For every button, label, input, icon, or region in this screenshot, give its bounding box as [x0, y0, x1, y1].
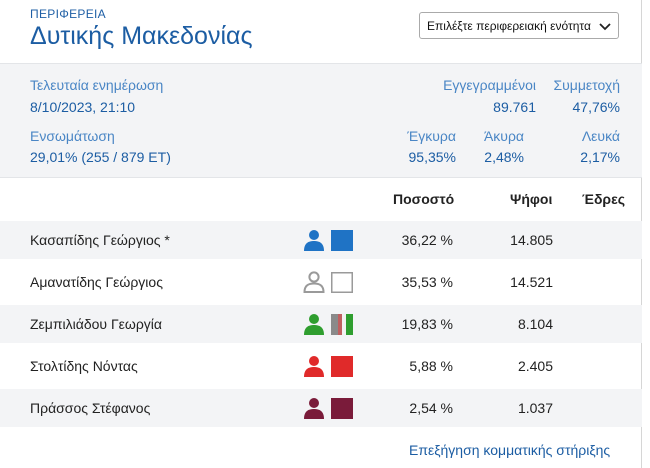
person-icon [303, 271, 325, 293]
table-row: Αμανατίδης Γεώργιος 35,53 % 14.521 [0, 263, 642, 301]
candidate-name: Ζεμπιλιάδου Γεωργία [30, 316, 163, 332]
candidate-percent: 19,83 % [401, 316, 453, 332]
invalid-label: Άκυρα [483, 128, 524, 144]
candidate-percent: 36,22 % [401, 232, 453, 248]
last-update-value: 8/10/2023, 21:10 [30, 99, 136, 115]
regional-unit-select[interactable]: Επιλέξτε περιφερειακή ενότητα [419, 12, 619, 39]
party-color-swatch [331, 272, 353, 293]
candidate-name: Κασαπίδης Γεώργιος * [30, 232, 170, 248]
chevron-down-icon [599, 23, 611, 31]
region-label: ΠΕΡΙΦΕΡΕΙΑ [30, 7, 106, 21]
candidate-name: Στολτίδης Νόντας [30, 358, 138, 374]
unit-select-label: Επιλέξτε περιφερειακή ενότητα [427, 18, 591, 33]
party-color-swatch [331, 314, 353, 335]
region-title: Δυτικής Μακεδονίας [30, 22, 253, 50]
table-row: Ζεμπιλιάδου Γεωργία 19,83 % 8.104 [0, 305, 642, 343]
person-icon [304, 314, 324, 335]
column-header-percent: Ποσοστό [393, 191, 455, 207]
party-color-swatch [331, 356, 353, 377]
candidate-votes: 14.805 [510, 232, 553, 248]
integration-value: 29,01% (255 / 879 ΕΤ) [30, 149, 171, 165]
candidate-percent: 2,54 % [409, 400, 453, 416]
valid-value: 95,35% [408, 149, 456, 165]
party-color-swatch [331, 398, 353, 419]
blank-label: Λευκά [581, 128, 620, 144]
person-icon [304, 356, 324, 377]
candidate-percent: 35,53 % [401, 274, 453, 290]
candidate-votes: 1.037 [517, 400, 553, 416]
integration-label: Ενσωμάτωση [30, 128, 115, 144]
last-update-label: Τελευταία ενημέρωση [30, 77, 164, 93]
table-row: Στολτίδης Νόντας 5,88 % 2.405 [0, 347, 642, 385]
valid-label: Έγκυρα [407, 128, 456, 144]
party-color-swatch [331, 230, 353, 251]
person-icon [304, 398, 324, 419]
turnout-label: Συμμετοχή [553, 77, 620, 93]
candidate-percent: 5,88 % [409, 358, 453, 374]
column-header-seats: Έδρες [582, 191, 626, 207]
column-header-votes: Ψήφοι [510, 191, 553, 207]
candidate-votes: 8.104 [517, 316, 553, 332]
table-row: Κασαπίδης Γεώργιος * 36,22 % 14.805 [0, 221, 642, 259]
candidate-votes: 14.521 [510, 274, 553, 290]
table-row: Πράσσος Στέφανος 2,54 % 1.037 [0, 389, 642, 427]
turnout-value: 47,76% [572, 99, 620, 115]
blank-value: 2,17% [580, 149, 620, 165]
registered-label: Εγγεγραμμένοι [443, 77, 536, 93]
candidate-votes: 2.405 [517, 358, 553, 374]
candidate-name: Πράσσος Στέφανος [30, 400, 151, 416]
registered-value: 89.761 [493, 99, 536, 115]
party-support-explanation-link[interactable]: Επεξήγηση κομματικής στήριξης [409, 442, 611, 458]
person-icon [304, 230, 324, 251]
invalid-value: 2,48% [484, 149, 524, 165]
stats-panel: Τελευταία ενημέρωση 8/10/2023, 21:10 Εγγ… [0, 63, 642, 178]
candidate-name: Αμανατίδης Γεώργιος [30, 274, 163, 290]
